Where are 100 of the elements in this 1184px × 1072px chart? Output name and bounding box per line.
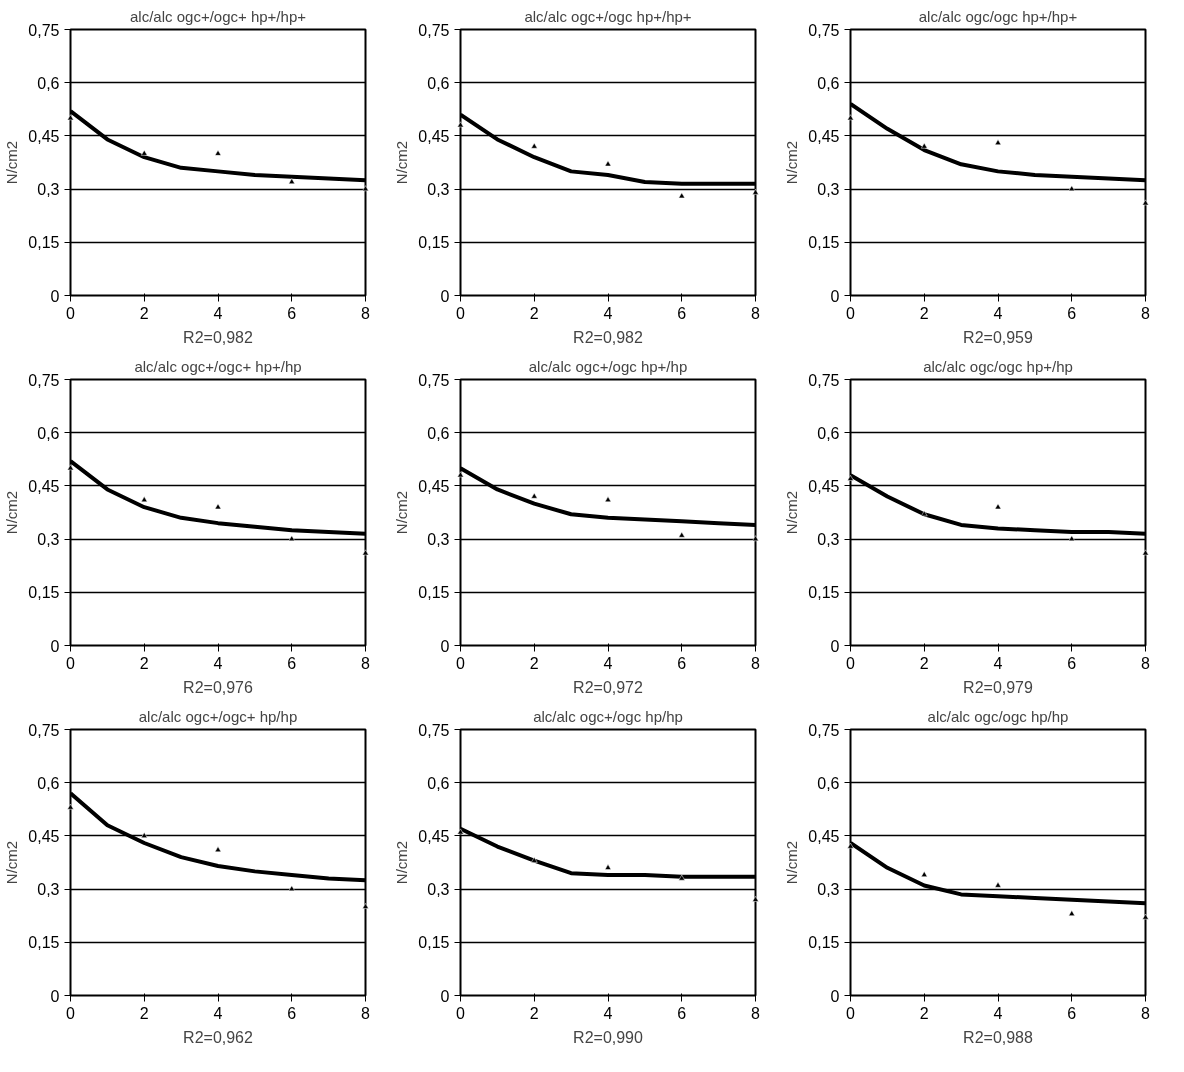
x-tick-label: 6: [1067, 654, 1077, 672]
chart-title: alc/alc ogc/ogc hp+/hp+: [918, 7, 1078, 25]
y-tick-label: 0,75: [808, 21, 840, 39]
text: R2=0,982: [183, 328, 254, 346]
y-tick-label: 0,6: [37, 424, 60, 442]
y-tick-label: 0,45: [418, 827, 450, 845]
y-tick-label: 0,15: [28, 234, 60, 252]
x-tick-label: 6: [287, 1004, 297, 1022]
y-tick-label: 0,75: [808, 371, 840, 389]
x-tick-label: 0: [66, 304, 76, 322]
x-tick-label: 2: [919, 654, 929, 672]
text: R2=0,988: [963, 1028, 1034, 1046]
y-tick-label: 0: [440, 987, 450, 1005]
x-tick-label: 6: [677, 304, 687, 322]
y-tick-label: 0,6: [37, 74, 60, 92]
chart-title: alc/alc ogc+/ogc+ hp+/hp: [134, 357, 302, 375]
y-tick-label: 0,45: [418, 127, 450, 145]
x-tick-label: 6: [287, 654, 297, 672]
chart-title: alc/alc ogc/ogc hp+/hp: [923, 357, 1073, 375]
x-tick-label: 4: [213, 1004, 223, 1022]
x-tick-label: 8: [751, 1004, 761, 1022]
y-axis-title: N/cm2: [783, 140, 801, 185]
y-axis-title: N/cm2: [3, 840, 21, 885]
chart-title: alc/alc ogc+/ogc+ hp+/hp+: [130, 7, 307, 25]
y-tick-label: 0,15: [28, 934, 60, 952]
y-tick-label: 0,45: [28, 477, 60, 495]
y-tick-label: 0,75: [28, 371, 60, 389]
y-tick-label: 0,6: [817, 74, 840, 92]
y-tick-label: 0: [830, 637, 840, 655]
x-tick-label: 4: [603, 654, 613, 672]
y-tick-label: 0,6: [427, 74, 450, 92]
x-tick-label: 8: [751, 304, 761, 322]
y-tick-label: 0,6: [427, 424, 450, 442]
y-tick-label: 0,75: [418, 371, 450, 389]
y-axis-title: N/cm2: [783, 490, 801, 535]
y-tick-label: 0,3: [817, 181, 840, 199]
y-tick-label: 0,15: [28, 584, 60, 602]
chart-title: alc/alc ogc/ogc hp/hp: [927, 707, 1069, 725]
x-tick-label: 6: [677, 654, 687, 672]
x-tick-label: 0: [456, 304, 466, 322]
y-tick-label: 0: [830, 287, 840, 305]
x-tick-label: 6: [1067, 304, 1077, 322]
x-tick-label: 4: [993, 1004, 1003, 1022]
text: R2=0,962: [183, 1028, 254, 1046]
y-tick-label: 0,45: [808, 127, 840, 145]
text: R2=0,972: [573, 678, 644, 696]
x-tick-label: 0: [846, 654, 856, 672]
x-tick-label: 0: [846, 304, 856, 322]
x-tick-label: 2: [529, 654, 539, 672]
x-tick-label: 8: [361, 1004, 371, 1022]
x-tick-label: 4: [603, 1004, 613, 1022]
y-tick-label: 0,3: [37, 881, 60, 899]
x-tick-label: 6: [1067, 1004, 1077, 1022]
x-tick-label: 4: [993, 654, 1003, 672]
chart-title: alc/alc ogc+/ogc hp+/hp+: [524, 7, 692, 25]
x-tick-label: 6: [677, 1004, 687, 1022]
y-tick-label: 0,3: [427, 181, 450, 199]
x-tick-label: 6: [287, 304, 297, 322]
y-axis-title: N/cm2: [393, 490, 411, 535]
x-tick-label: 0: [456, 654, 466, 672]
y-tick-label: 0,3: [37, 181, 60, 199]
x-tick-label: 2: [919, 1004, 929, 1022]
text: R2=0,959: [963, 328, 1034, 346]
y-tick-label: 0,45: [28, 827, 60, 845]
y-tick-label: 0,3: [37, 531, 60, 549]
y-tick-label: 0,15: [418, 934, 450, 952]
x-tick-label: 0: [66, 654, 76, 672]
y-tick-label: 0: [440, 637, 450, 655]
x-tick-label: 0: [66, 1004, 76, 1022]
x-tick-label: 8: [751, 654, 761, 672]
y-tick-label: 0: [50, 287, 60, 305]
y-tick-label: 0,15: [418, 584, 450, 602]
y-tick-label: 0,6: [817, 774, 840, 792]
x-tick-label: 0: [456, 1004, 466, 1022]
y-axis-title: N/cm2: [3, 140, 21, 185]
chart-title: alc/alc ogc+/ogc+ hp/hp: [138, 707, 298, 725]
x-tick-label: 2: [139, 654, 149, 672]
text: R2=0,976: [183, 678, 254, 696]
text: R2=0,979: [963, 678, 1034, 696]
y-tick-label: 0,45: [808, 827, 840, 845]
y-tick-label: 0,75: [418, 721, 450, 739]
y-tick-label: 0,75: [28, 721, 60, 739]
x-tick-label: 8: [361, 304, 371, 322]
x-tick-label: 8: [1141, 654, 1151, 672]
x-tick-label: 2: [139, 1004, 149, 1022]
chart-title: alc/alc ogc+/ogc hp/hp: [533, 707, 683, 725]
x-tick-label: 2: [529, 1004, 539, 1022]
y-tick-label: 0,45: [418, 477, 450, 495]
y-tick-label: 0,3: [817, 531, 840, 549]
y-axis-title: N/cm2: [783, 840, 801, 885]
y-tick-label: 0,6: [817, 424, 840, 442]
x-tick-label: 2: [919, 304, 929, 322]
y-tick-label: 0,6: [37, 774, 60, 792]
y-tick-label: 0: [440, 287, 450, 305]
y-axis-title: N/cm2: [393, 140, 411, 185]
y-tick-label: 0,75: [808, 721, 840, 739]
x-tick-label: 0: [846, 1004, 856, 1022]
y-tick-label: 0,15: [808, 934, 840, 952]
x-tick-label: 8: [1141, 304, 1151, 322]
y-tick-label: 0,45: [28, 127, 60, 145]
